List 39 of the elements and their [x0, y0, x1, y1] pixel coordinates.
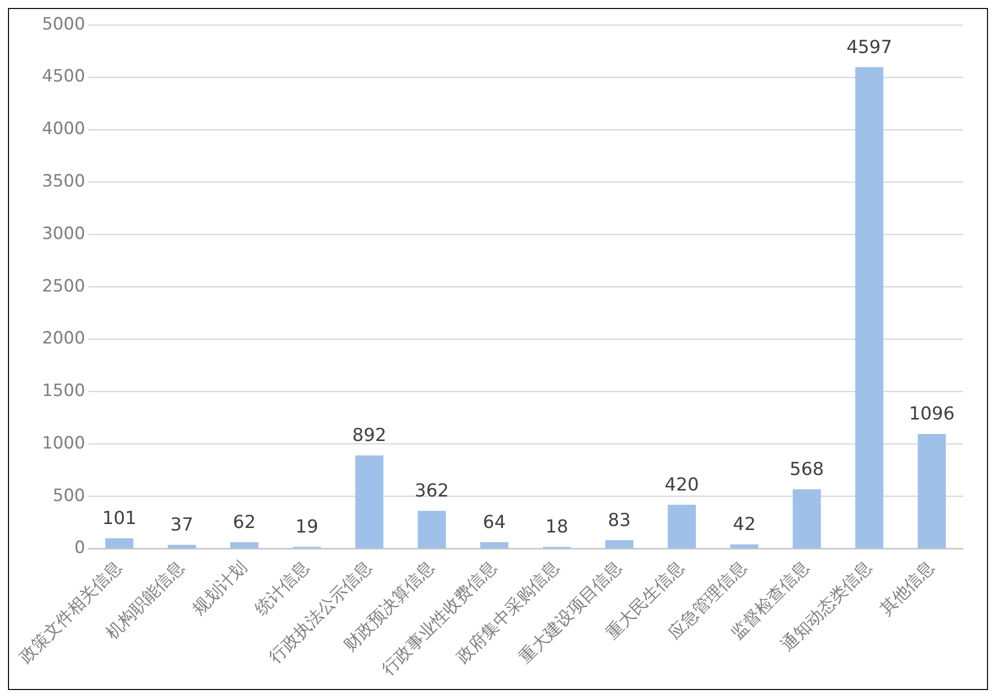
data-label: 19: [295, 516, 318, 538]
bar: [730, 544, 758, 548]
y-tick-label: 2000: [42, 328, 86, 348]
data-label: 62: [232, 512, 256, 534]
y-tick-label: 1000: [42, 432, 86, 452]
y-tick-label: 3000: [42, 222, 86, 243]
bar: [418, 510, 446, 548]
bar: [792, 489, 821, 548]
bar: [855, 67, 884, 548]
bar: [480, 542, 508, 548]
data-label: 892: [352, 425, 386, 446]
data-label: 42: [732, 514, 756, 536]
bar: [668, 504, 696, 548]
bar: [230, 542, 258, 548]
y-tick-label: 4500: [42, 66, 86, 86]
data-label: 1096: [908, 404, 955, 425]
data-label: 18: [545, 516, 568, 538]
bar: [355, 455, 384, 548]
y-tick-label: 1500: [42, 380, 86, 400]
data-label: 37: [170, 514, 194, 536]
x-tick-label: 其他信息: [876, 556, 938, 619]
y-tick-label: 500: [52, 484, 86, 505]
data-label: 83: [608, 510, 631, 531]
data-label: 420: [664, 474, 699, 496]
data-label: 4597: [846, 36, 892, 58]
y-tick-label: 3500: [42, 170, 86, 191]
y-tick-label: 5000: [42, 13, 86, 34]
bar: [918, 434, 946, 548]
data-label: 64: [482, 512, 506, 533]
y-tick-label: 2500: [42, 275, 86, 296]
x-tick-label: 规划计划: [188, 556, 250, 619]
bar: [105, 538, 134, 548]
bar: [168, 544, 196, 548]
data-label: 568: [790, 459, 824, 480]
data-label: 362: [414, 480, 449, 502]
y-tick-label: 4000: [42, 118, 86, 138]
y-tick-label: 0: [74, 537, 86, 558]
data-label: 101: [102, 508, 136, 529]
bar: [605, 540, 634, 548]
